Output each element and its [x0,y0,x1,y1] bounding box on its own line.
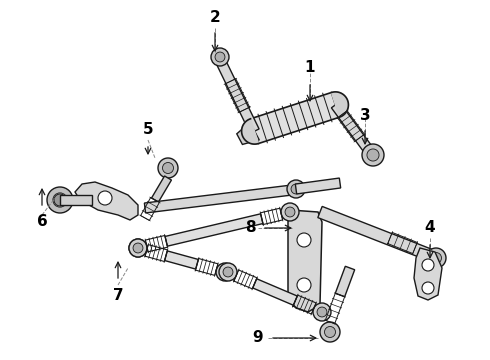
Circle shape [223,267,233,277]
Circle shape [313,303,331,321]
Text: 6: 6 [37,215,48,230]
Text: 3: 3 [360,108,370,122]
Circle shape [281,203,299,221]
Text: 9: 9 [253,330,263,346]
Circle shape [362,144,384,166]
Polygon shape [242,119,259,144]
Polygon shape [165,214,263,246]
Circle shape [53,193,67,207]
Circle shape [287,180,305,198]
Polygon shape [331,92,348,117]
Circle shape [163,162,173,174]
Polygon shape [318,206,432,261]
Circle shape [129,239,147,257]
Polygon shape [288,210,322,312]
Circle shape [297,278,311,292]
Circle shape [47,187,73,213]
Text: 1: 1 [305,60,315,76]
Text: 7: 7 [113,288,123,302]
Polygon shape [253,279,297,305]
Circle shape [219,263,237,281]
Text: 2: 2 [210,10,220,26]
Circle shape [220,267,230,277]
Circle shape [215,52,225,62]
Polygon shape [331,102,374,155]
Circle shape [426,248,446,268]
Polygon shape [151,176,172,202]
Polygon shape [145,185,293,213]
Circle shape [367,149,379,161]
Circle shape [285,207,295,217]
Circle shape [317,307,327,317]
Circle shape [422,282,434,294]
Circle shape [216,263,234,281]
Circle shape [129,239,147,257]
Circle shape [431,252,441,264]
Text: 5: 5 [143,122,153,138]
Polygon shape [414,248,442,300]
Circle shape [98,191,112,205]
Polygon shape [237,122,259,144]
Text: 8: 8 [245,220,255,235]
Polygon shape [295,178,341,194]
Circle shape [133,243,143,253]
Polygon shape [60,195,92,205]
Polygon shape [250,93,340,144]
Polygon shape [165,251,198,269]
Circle shape [320,322,340,342]
Circle shape [158,158,178,178]
Polygon shape [216,58,259,133]
Circle shape [54,194,66,206]
Polygon shape [75,182,138,220]
Polygon shape [335,266,355,297]
Circle shape [297,233,311,247]
Circle shape [324,327,336,338]
Circle shape [133,243,143,253]
Circle shape [211,48,229,66]
Circle shape [422,259,434,271]
Circle shape [291,184,301,194]
Text: 4: 4 [425,220,435,235]
